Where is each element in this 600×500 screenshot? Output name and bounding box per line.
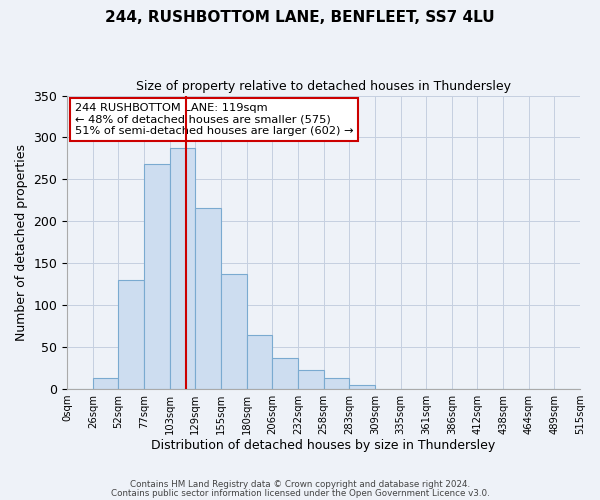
Text: Contains public sector information licensed under the Open Government Licence v3: Contains public sector information licen… — [110, 488, 490, 498]
Bar — [196, 208, 221, 388]
Bar — [349, 384, 375, 388]
Bar — [93, 378, 118, 388]
Bar — [170, 148, 196, 388]
Text: 244 RUSHBOTTOM LANE: 119sqm
← 48% of detached houses are smaller (575)
51% of se: 244 RUSHBOTTOM LANE: 119sqm ← 48% of det… — [75, 103, 353, 136]
Bar — [323, 378, 349, 388]
Text: Contains HM Land Registry data © Crown copyright and database right 2024.: Contains HM Land Registry data © Crown c… — [130, 480, 470, 489]
Bar — [247, 335, 272, 388]
X-axis label: Distribution of detached houses by size in Thundersley: Distribution of detached houses by size … — [151, 440, 496, 452]
Bar — [221, 274, 247, 388]
Bar — [144, 164, 170, 388]
Bar — [272, 358, 298, 388]
Y-axis label: Number of detached properties: Number of detached properties — [15, 144, 28, 340]
Bar — [298, 370, 323, 388]
Text: 244, RUSHBOTTOM LANE, BENFLEET, SS7 4LU: 244, RUSHBOTTOM LANE, BENFLEET, SS7 4LU — [105, 10, 495, 25]
Bar — [118, 280, 144, 388]
Title: Size of property relative to detached houses in Thundersley: Size of property relative to detached ho… — [136, 80, 511, 93]
